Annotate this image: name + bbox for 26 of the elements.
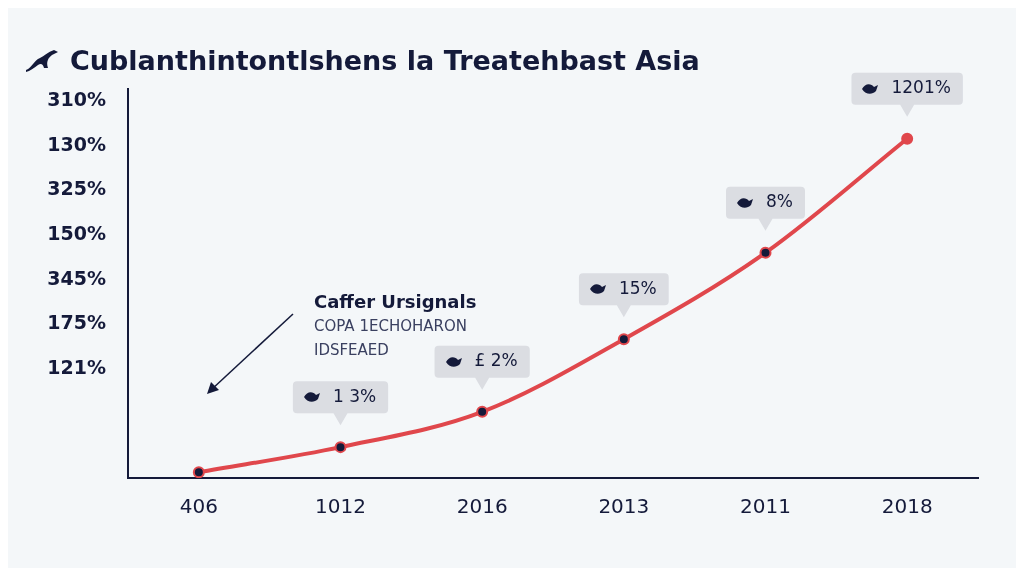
x-tick-label: 1012 bbox=[315, 494, 366, 519]
annotation: £ 2% bbox=[474, 350, 518, 371]
annotation: Caffer Ursignals COPA 1ECHOHARON IDSFEAED bbox=[314, 290, 477, 359]
point bbox=[901, 132, 914, 145]
x-tick-label: 2018 bbox=[881, 494, 933, 519]
chart-title: Cublanthintontlshens la Treatehbast Asia bbox=[70, 44, 700, 76]
text: 130% bbox=[47, 132, 106, 155]
text: 121% bbox=[47, 356, 106, 379]
text: 325% bbox=[47, 177, 106, 200]
point bbox=[476, 405, 489, 418]
point bbox=[334, 441, 347, 454]
annotation: 1201% bbox=[891, 77, 951, 98]
x-tick-label: 2013 bbox=[598, 494, 650, 519]
point bbox=[759, 246, 772, 259]
annotation: 1 3% bbox=[332, 385, 377, 406]
point bbox=[617, 333, 630, 346]
text: 310% bbox=[47, 87, 106, 110]
text: 175% bbox=[47, 311, 106, 334]
point bbox=[192, 466, 205, 478]
text: 345% bbox=[47, 266, 106, 289]
annotation: 15% bbox=[618, 277, 657, 298]
x-tick-label: 2016 bbox=[456, 494, 508, 519]
x-tick-label: 406 bbox=[179, 494, 218, 519]
text: 150% bbox=[47, 222, 106, 245]
annotation: 8% bbox=[766, 191, 793, 212]
x-tick-label: 2011 bbox=[740, 494, 791, 519]
